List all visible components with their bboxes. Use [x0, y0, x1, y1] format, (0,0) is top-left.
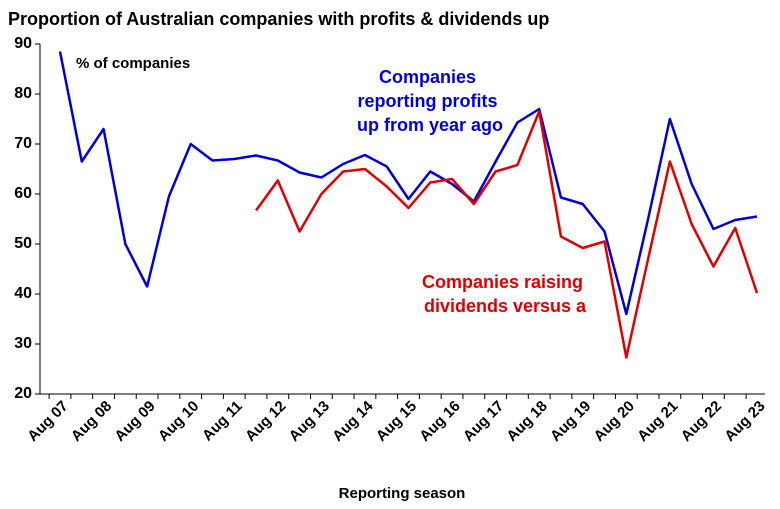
series-line	[255, 110, 759, 359]
x-tick-label: Aug 21	[634, 398, 681, 445]
y-tick-label: 70	[14, 135, 32, 152]
x-tick-label: Aug 18	[503, 398, 550, 445]
x-tick-label: Aug 10	[155, 398, 202, 445]
x-tick-label: Aug 07	[24, 398, 71, 445]
x-tick-label: Aug 22	[678, 398, 725, 445]
y-tick-label: 60	[14, 185, 32, 202]
x-tick-label: Aug 23	[721, 398, 768, 445]
series-line	[58, 51, 758, 316]
x-tick-label: Aug 09	[111, 398, 158, 445]
series-label: Companies reporting profits up from year…	[357, 67, 503, 135]
x-tick-label: Aug 20	[591, 398, 638, 445]
y-tick-label: 80	[14, 85, 32, 102]
y-tick-label: 20	[14, 385, 32, 402]
y-unit-label: % of companies	[76, 55, 190, 72]
x-tick-label: Aug 13	[286, 398, 333, 445]
x-tick-label: Aug 12	[242, 398, 289, 445]
chart-title: Proportion of Australian companies with …	[8, 9, 549, 29]
x-tick-label: Aug 17	[460, 398, 507, 445]
x-tick-label: Aug 15	[373, 398, 420, 445]
y-tick-label: 90	[14, 35, 32, 52]
x-tick-label: Aug 19	[547, 398, 594, 445]
x-tick-label: Aug 16	[416, 398, 463, 445]
x-tick-label: Aug 08	[68, 398, 115, 445]
x-tick-label: Aug 11	[199, 398, 246, 445]
y-tick-label: 50	[14, 235, 32, 252]
x-axis-label: Reporting season	[339, 485, 466, 502]
y-tick-label: 40	[14, 285, 32, 302]
y-tick-label: 30	[14, 335, 32, 352]
series-label: Companies raising dividends versus a	[422, 272, 588, 316]
x-tick-label: Aug 14	[329, 397, 377, 445]
